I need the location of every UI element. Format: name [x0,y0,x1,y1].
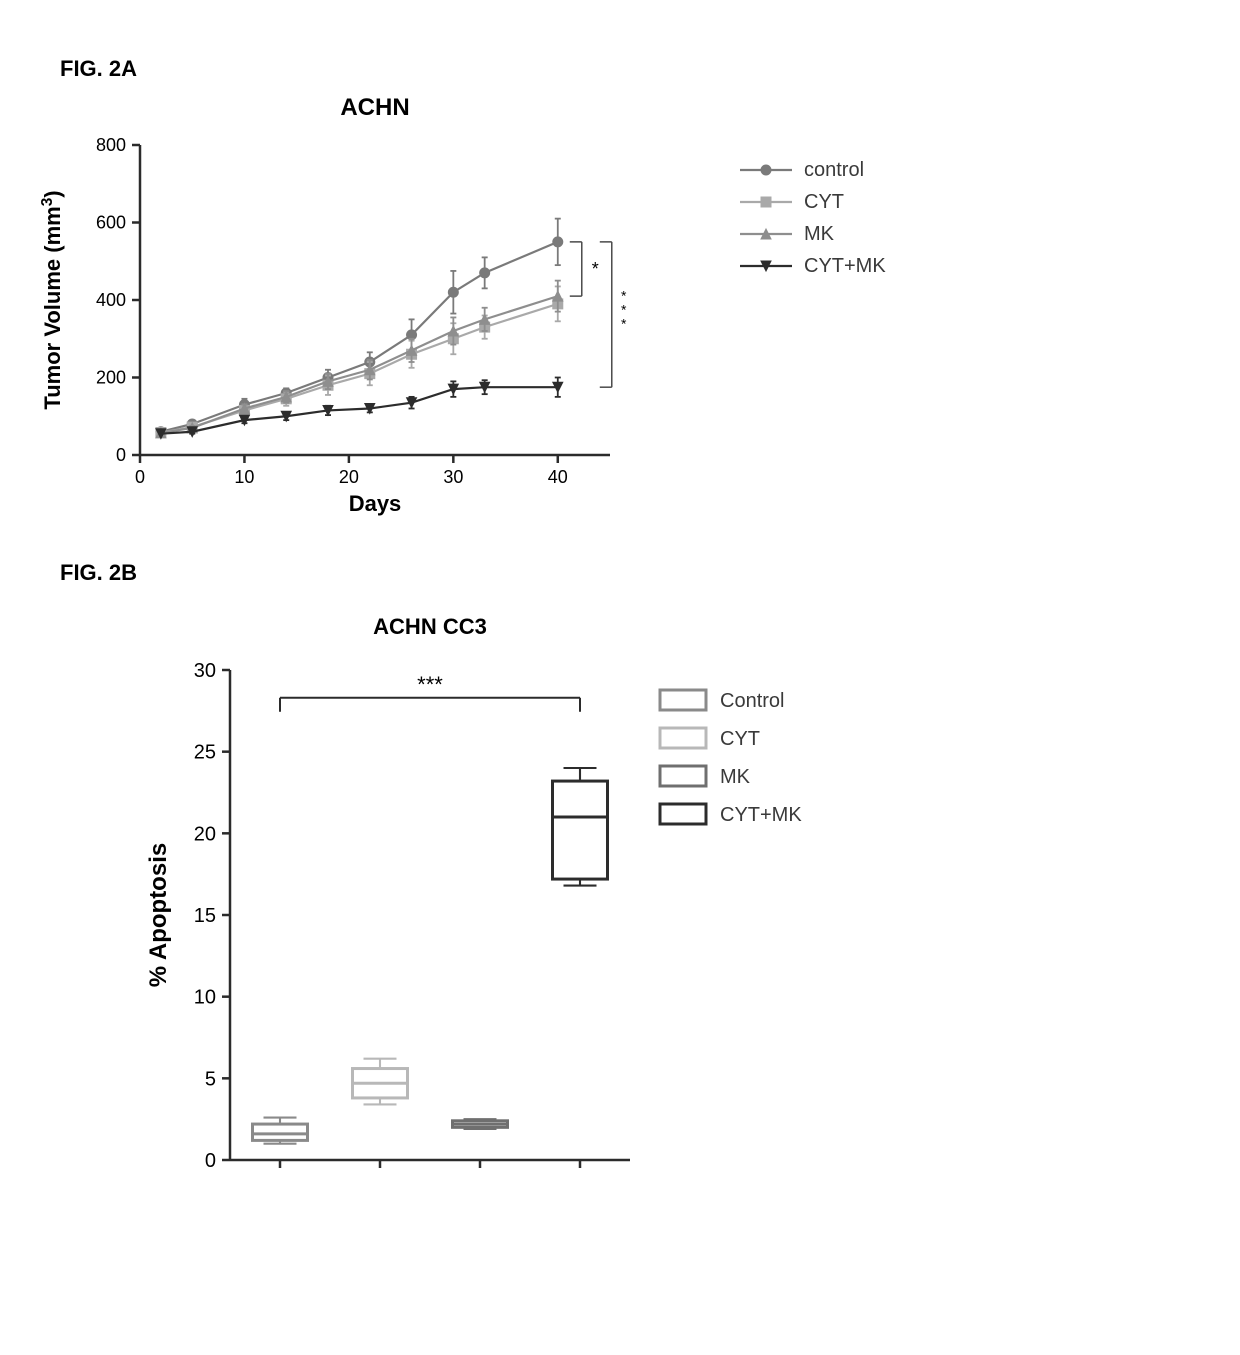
panel-b: ACHN CC3 0 5 10 15 20 25 30 % Apoptosis *** Contro… [0,0,1000,1230]
chart-2b: ACHN CC3 0 5 10 15 20 25 30 % Apoptosis *** Contro… [0,0,1000,1230]
box-CYT [353,1059,408,1105]
svg-text:% Apoptosis: % Apoptosis [145,843,172,987]
box-CYT+MK [553,768,608,886]
svg-text:10: 10 [194,987,216,1009]
legend-item-CYT: CYT [660,728,760,750]
svg-text:***: *** [417,672,443,697]
box-MK [453,1119,508,1129]
svg-text:20: 20 [194,823,216,845]
legend-item-Control: Control [660,690,784,712]
svg-text:5: 5 [205,1068,216,1090]
svg-text:ACHN CC3: ACHN CC3 [373,614,487,639]
box-Control [253,1118,308,1144]
legend-item-MK: MK [660,766,751,788]
figure-page: { "figA": { "label": "FIG. 2A", "label_p… [0,0,1240,1355]
svg-text:30: 30 [194,660,216,682]
svg-text:Control: Control [720,690,784,712]
svg-text:CYT+MK: CYT+MK [720,804,802,826]
svg-text:CYT: CYT [720,728,760,750]
svg-text:0: 0 [205,1150,216,1172]
svg-text:25: 25 [194,742,216,764]
svg-text:15: 15 [194,905,216,927]
svg-text:MK: MK [720,766,751,788]
legend-item-CYT+MK: CYT+MK [660,804,802,826]
